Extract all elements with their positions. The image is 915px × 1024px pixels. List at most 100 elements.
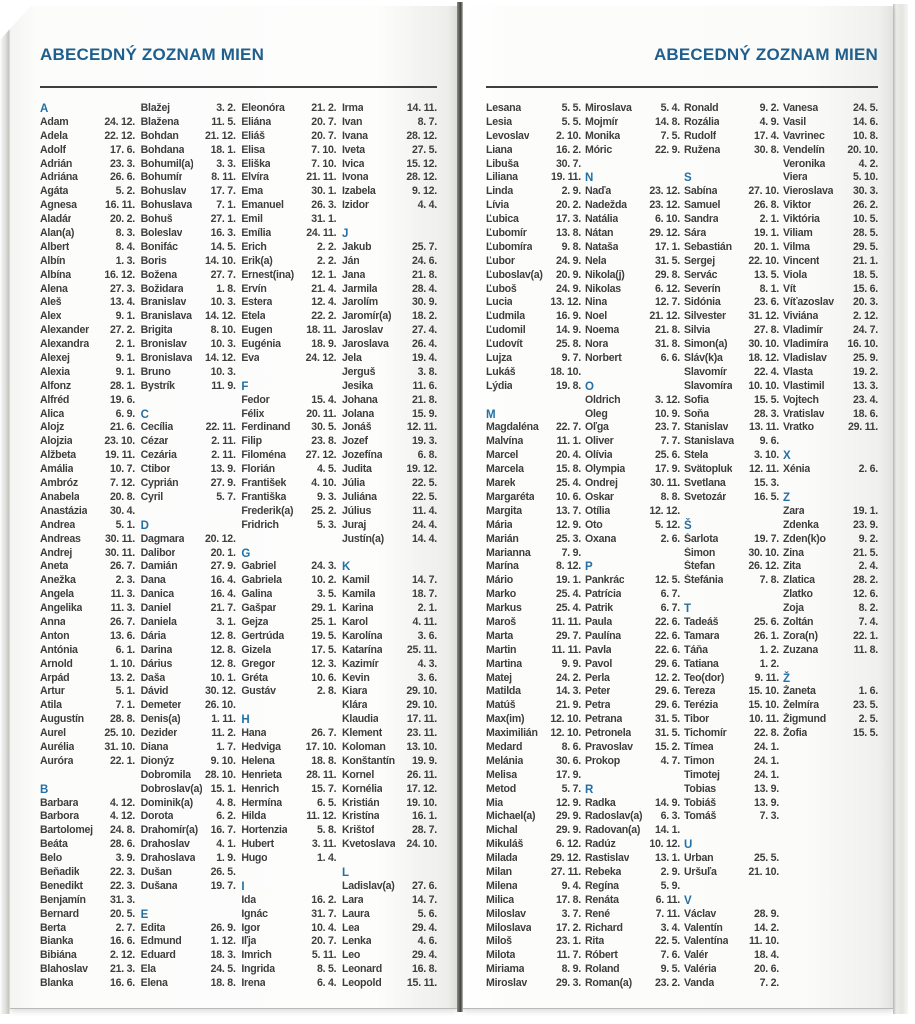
name-day-date: 19. 11. [104, 449, 135, 462]
name-day-date: 25. 8. [555, 338, 581, 351]
name-entry: Eliána 20. 7. [241, 116, 336, 130]
name-day-date: 22. 1. [109, 754, 135, 767]
name-day-date: 13. 5. [753, 268, 779, 281]
name-day-date: 15. 9. [411, 407, 437, 420]
name-day-date: 3. 5. [316, 588, 337, 601]
name-entry: Želmíra 23. 5. [783, 699, 878, 713]
name-day-date: 18. 10. [550, 365, 581, 378]
name-label: Malvína [486, 435, 524, 448]
name-entry: Olympia 17. 9. [585, 463, 680, 477]
name-label: Marko [486, 588, 516, 601]
name-entry: Ida 16. 2. [241, 894, 336, 908]
name-label: Milica [486, 893, 514, 906]
name-day-date: 15. 10. [748, 685, 779, 698]
name-label: Ferdinand [241, 421, 291, 434]
name-entry: Arpád 13. 2. [40, 672, 135, 686]
left-page-column: A Adam 24. 12. Adela 22. 12. Adolf 17. 6. Adriá… [40, 102, 135, 991]
name-entry: Frederik(a) 25. 2. [241, 505, 336, 519]
name-label: Vladislav [783, 352, 827, 365]
name-label: Demeter [140, 699, 182, 712]
name-label: Gašpar [241, 602, 277, 615]
name-entry: Marta 29. 7. [486, 630, 581, 644]
name-label: Blažej [140, 102, 170, 114]
name-day-date: 3. 10. [753, 449, 779, 462]
name-entry: Vavrinec 10. 8. [783, 130, 878, 144]
name-day-date: 19. 2. [852, 365, 878, 378]
name-entry: Roman(a) 23. 2. [585, 977, 680, 991]
page-stack-edge-right [893, 4, 908, 1014]
name-label: Simon(a) [684, 338, 728, 351]
name-label: Blanka [40, 977, 74, 990]
name-entry: Artur 5. 1. [40, 685, 135, 699]
name-day-date: 17. 6. [109, 143, 135, 156]
name-day-date: 24. 7. [852, 324, 878, 337]
name-label: Kornel [341, 768, 375, 781]
name-entry: Ľudovít 25. 8. [486, 338, 581, 352]
name-day-date: 9. 3. [316, 490, 337, 503]
name-label: Sára [684, 227, 706, 240]
name-label: Svetlana [684, 477, 726, 490]
name-entry: Margaréta 10. 6. [486, 491, 581, 505]
name-day-date: 9. 2. [759, 102, 780, 114]
name-label: Aleš [40, 296, 62, 309]
name-label: Albert [40, 240, 70, 253]
name-day-date: 5. 12. [654, 518, 680, 531]
name-day-date: 22. 9. [654, 143, 680, 156]
name-day-date: 26. 9. [210, 921, 236, 934]
name-label: Katarína [341, 643, 383, 656]
name-entry: Benedikt 22. 3. [40, 880, 135, 894]
name-label: Anežka [40, 574, 76, 587]
name-label: Oľga [585, 421, 609, 434]
name-label: Libuša [486, 157, 519, 170]
name-label: Žofia [783, 727, 808, 740]
name-label: Kvetoslava [341, 838, 396, 851]
name-day-date: 4. 3. [417, 657, 438, 670]
name-entry: Eliáš 20. 7. [241, 130, 336, 144]
name-label: Hermína [241, 796, 282, 809]
name-day-date: 21. 6. [109, 421, 135, 434]
name-label: Ervín [241, 282, 267, 295]
name-day-date: 2. 3. [115, 574, 136, 587]
name-label: Lucia [486, 296, 513, 309]
name-entry: Dominik(a) 4. 8. [141, 797, 236, 811]
name-label: Eliána [241, 115, 272, 128]
name-entry: Elvíra 21. 11. [241, 171, 336, 185]
name-day-date: 10. 1. [210, 671, 236, 684]
name-entry: Slavomíra 10. 10. [684, 380, 779, 394]
name-day-date: 1. 2. [759, 643, 780, 656]
name-label: Bohuslav [140, 185, 187, 198]
name-label: Mikuláš [486, 838, 524, 851]
name-day-date: 30. 6. [555, 754, 581, 767]
name-day-date: 7. 12. [109, 477, 135, 490]
name-entry: Viliam 28. 5. [783, 227, 878, 241]
name-label: Milena [486, 879, 518, 892]
name-entry: Marek 25. 4. [486, 477, 581, 491]
name-day-date: 28. 3. [753, 407, 779, 420]
name-day-date: 20. 4. [555, 449, 581, 462]
name-entry: Svetozár 16. 5. [684, 491, 779, 505]
name-label: Max(im) [486, 713, 525, 726]
name-label: Noel [585, 310, 607, 323]
name-entry: Miloslava 17. 2. [486, 922, 581, 936]
name-label: Zita [783, 560, 801, 573]
name-label: Naďa [585, 185, 612, 198]
name-day-date: 14. 9. [555, 324, 581, 337]
name-entry: Helena 18. 8. [241, 755, 336, 769]
name-entry: Eugénia 18. 9. [241, 338, 336, 352]
name-entry: Ronald 9. 2. [684, 102, 779, 116]
name-day-date: 3. 4. [660, 921, 681, 934]
name-day-date: 31. 5. [654, 727, 680, 740]
name-entry: Tadeáš 25. 6. [684, 616, 779, 630]
name-entry: Daša 10. 1. [141, 672, 236, 686]
name-label: Nina [585, 296, 607, 309]
section-letter-B: B [40, 783, 49, 796]
name-day-date: 18. 12. [748, 352, 779, 365]
name-entry: Alojzia 23. 10. [40, 435, 135, 449]
name-entry: Ambróz 7. 12. [40, 477, 135, 491]
name-entry: Bohumír 8. 11. [141, 171, 236, 185]
name-label: Zuzana [783, 643, 818, 656]
name-entry: Sofia 15. 5. [684, 394, 779, 408]
name-entry: Bronislava 14. 12. [141, 352, 236, 366]
name-entry: Lujza 9. 7. [486, 352, 581, 366]
name-entry: Linda 2. 9. [486, 185, 581, 199]
